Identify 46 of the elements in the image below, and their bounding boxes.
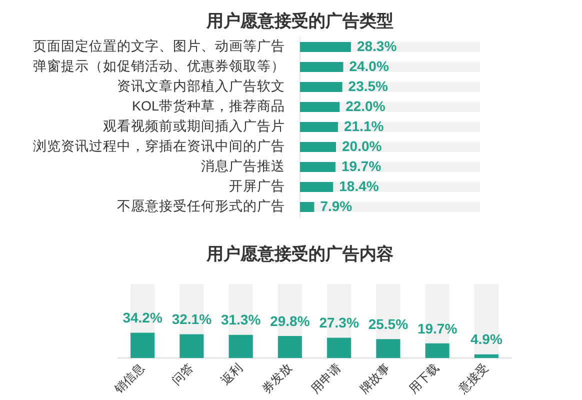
y-tick-label: 不愿意接受任何形式的广告 xyxy=(117,198,285,214)
y-tick-label: 消息广告推送 xyxy=(201,158,285,174)
bar xyxy=(300,202,314,212)
data-label: 22.0% xyxy=(346,98,386,114)
data-label: 18.4% xyxy=(339,178,380,194)
bar xyxy=(300,142,336,152)
data-label: 19.7% xyxy=(341,158,382,174)
data-label: 29.8% xyxy=(270,312,310,329)
data-label: 21.1% xyxy=(344,118,384,134)
x-tick-label: 用申请 xyxy=(308,360,344,396)
chart-title: 用户愿意接受的广告类型 xyxy=(206,12,394,31)
y-tick-label: 开屏广告 xyxy=(229,178,285,194)
x-tick-label: 销信息 xyxy=(110,360,148,397)
y-tick-label: 弹窗提示（如促销活动、优惠券领取等） xyxy=(33,58,285,74)
data-label: 32.1% xyxy=(172,311,212,328)
y-tick-label: 浏览资讯过程中，穿插在资讯中间的广告 xyxy=(33,138,285,154)
bar xyxy=(425,343,450,358)
bar xyxy=(300,182,334,192)
data-label: 28.3% xyxy=(356,38,398,54)
y-tick-label: 资讯文章内部植入广告软文 xyxy=(117,78,285,94)
data-label: 4.9% xyxy=(470,331,503,348)
data-label: 24.0% xyxy=(349,58,390,74)
bar xyxy=(300,82,342,92)
x-tick-label: 券发放 xyxy=(259,360,294,396)
data-label: 34.2% xyxy=(122,310,163,326)
x-tick-label: 意接受 xyxy=(454,360,491,397)
bar xyxy=(300,62,344,72)
data-label: 27.3% xyxy=(319,314,360,331)
bar xyxy=(300,102,340,112)
data-label: 7.9% xyxy=(320,198,353,214)
bar xyxy=(300,162,336,172)
x-tick-label: 返利 xyxy=(218,360,246,388)
x-tick-label: 问答 xyxy=(169,360,196,388)
x-tick-label: 用下载 xyxy=(406,360,442,396)
y-tick-label: 页面固定位置的文字、图片、动画等广告 xyxy=(33,38,285,54)
data-label: 25.5% xyxy=(368,316,409,332)
y-tick-label: KOL带货种草，推荐商品 xyxy=(132,98,285,114)
y-tick-label: 观看视频前或期间插入广告片 xyxy=(103,118,285,134)
data-label: 31.3% xyxy=(220,312,262,328)
x-tick-label: 牌故事 xyxy=(357,360,393,396)
chart-title: 用户愿意接受的广告内容 xyxy=(206,244,394,264)
data-label: 23.5% xyxy=(348,78,389,94)
data-label: 19.7% xyxy=(417,320,458,336)
data-label: 20.0% xyxy=(342,138,382,154)
bar xyxy=(474,354,498,358)
bar xyxy=(300,122,338,132)
